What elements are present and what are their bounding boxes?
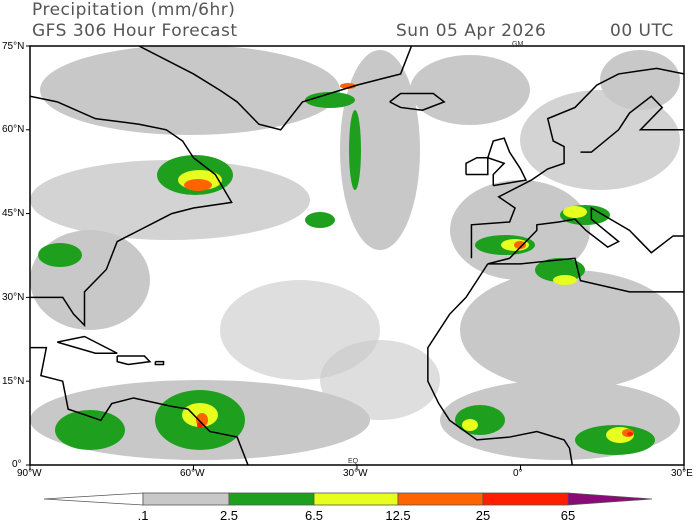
light-precip-areas: [30, 46, 680, 460]
coastline-segment: [57, 335, 118, 355]
lon-label-30e: 30°E: [671, 468, 693, 479]
equator-marker: EQ: [348, 458, 359, 465]
coastline-segment: [138, 46, 413, 131]
lon-label-30w: 30°W: [343, 468, 368, 479]
coastline-segment: [486, 137, 528, 187]
lat-label-30n: 30°N: [2, 292, 25, 303]
colorbar-segment-gt-65: [567, 492, 653, 506]
lat-label-45n: 45°N: [2, 208, 25, 219]
colorbar-label: 12.5: [385, 508, 411, 523]
colorbar-segment-0.1-2.5: [142, 492, 230, 506]
colorbar-segment-12.5-25: [397, 492, 484, 506]
colorbar: [43, 492, 653, 506]
coastline-segment: [487, 257, 684, 293]
lat-label-75n: 75°N: [2, 41, 25, 52]
lat-label-60n: 60°N: [2, 124, 25, 135]
coastline-segment: [389, 92, 446, 112]
colorbar-label: .1: [137, 508, 149, 523]
colorbar-segment-2.5-6.5: [228, 492, 315, 506]
map-title: Precipitation (mm/6hr): [32, 0, 236, 20]
coastline-segment: [487, 206, 684, 265]
lat-label-15n: 15°N: [2, 376, 25, 387]
forecast-label: GFS 306 Hour Forecast: [32, 21, 238, 41]
colorbar-segment-25-65: [482, 492, 569, 506]
coastline-segment: [427, 263, 574, 465]
coastline-segment: [30, 346, 249, 465]
colorbar-segment-6.5-12.5: [313, 492, 399, 506]
valid-time: 00 UTC: [610, 21, 674, 41]
colorbar-label: 65: [560, 508, 576, 523]
colorbar-label: 6.5: [304, 508, 324, 523]
coastline-segment: [470, 67, 684, 259]
coastline-segment: [30, 95, 233, 328]
colorbar-label: 2.5: [219, 508, 239, 523]
colorbar-label: 25: [475, 508, 491, 523]
coastlines: [30, 46, 684, 465]
lon-label-0: 0°: [513, 468, 523, 479]
coastline-segment: [465, 156, 489, 176]
coastline-segment: [116, 355, 152, 366]
lon-label-60w: 60°W: [180, 468, 205, 479]
greenwich-marker: GM: [512, 41, 524, 48]
coastline-segment: [154, 360, 165, 366]
lon-label-90w: 90°W: [17, 468, 42, 479]
colorbar-segment-lt-0.1: [43, 492, 144, 506]
precipitation-field: [30, 46, 684, 465]
valid-date: Sun 05 Apr 2026: [396, 21, 547, 41]
lat-label-0: 0°: [12, 459, 22, 470]
coastline-segment: [580, 95, 684, 153]
